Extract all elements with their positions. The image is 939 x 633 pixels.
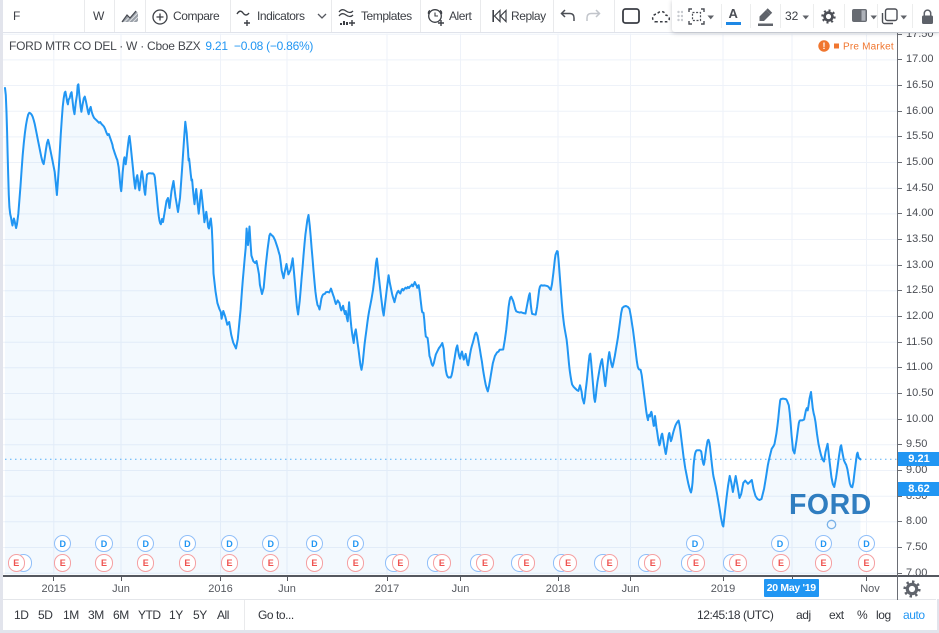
svg-text:Pre Market: Pre Market <box>843 41 894 52</box>
svg-text:!: ! <box>823 41 826 51</box>
